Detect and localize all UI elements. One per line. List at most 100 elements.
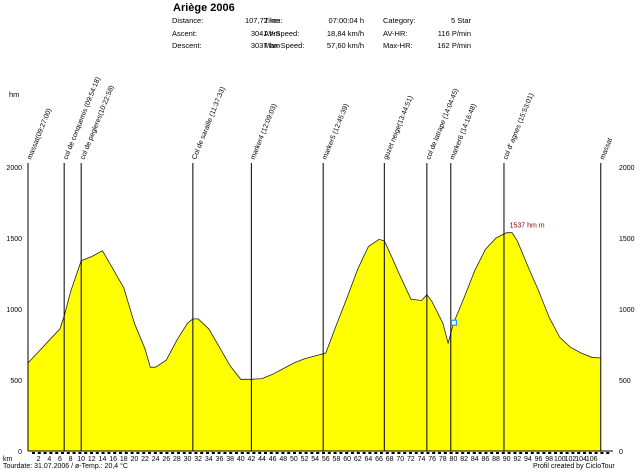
- axis-tick-mark: [327, 452, 331, 454]
- x-tick-label: 52: [301, 456, 309, 463]
- axis-tick-mark: [95, 452, 99, 454]
- x-tick-label: 30: [184, 456, 192, 463]
- axis-tick-mark: [194, 452, 198, 454]
- axis-tick-mark: [391, 452, 395, 454]
- axis-tick-mark: [345, 452, 349, 454]
- y-axis-label: hm: [9, 90, 19, 99]
- x-tick-label: 96: [535, 456, 543, 463]
- axis-tick-mark: [565, 452, 569, 454]
- x-tick-label: 74: [418, 456, 426, 463]
- x-tick-label: 22: [141, 456, 149, 463]
- axis-tick-mark: [177, 452, 180, 454]
- stat-label: AV-HR:: [383, 28, 408, 38]
- x-tick-label: 78: [439, 456, 447, 463]
- axis-tick-mark: [287, 452, 291, 454]
- axis-tick-mark: [72, 452, 76, 454]
- x-tick-label: 8: [69, 456, 73, 463]
- x-tick-label: 64: [364, 456, 372, 463]
- x-tick-label: 56: [322, 456, 330, 463]
- x-tick-label: 46: [269, 456, 277, 463]
- waypoint-label: guzet neige(13:44:51): [383, 95, 415, 161]
- stat-value: 07:00:04 h: [328, 16, 364, 25]
- axis-tick-mark: [107, 452, 111, 454]
- x-tick-label: 90: [503, 456, 511, 463]
- x-tick-label: 62: [354, 456, 362, 463]
- axis-tick-mark: [432, 452, 436, 454]
- x-tick-label: 80: [450, 456, 458, 463]
- stat-label: Time:: [264, 16, 283, 25]
- axis-tick-mark: [130, 452, 134, 454]
- x-tick-label: 32: [194, 456, 202, 463]
- stat-value: 116 P/min: [437, 28, 471, 38]
- stats-column-1: Distance: 107,72 km Ascent: 3041 hm Descen…: [172, 15, 280, 53]
- stat-label: Descent:: [172, 41, 202, 50]
- waypoint-label: marker4 (12:09:03): [250, 103, 279, 161]
- x-tick-label: 28: [173, 456, 181, 463]
- x-tick-label: 66: [375, 456, 383, 463]
- x-axis-unit: km: [3, 456, 13, 463]
- axis-tick-mark: [426, 452, 430, 454]
- axis-tick-mark: [443, 452, 447, 454]
- axis-tick-mark: [49, 452, 53, 454]
- x-tick-label: 14: [99, 456, 107, 463]
- axis-tick-mark: [438, 452, 441, 454]
- x-tick-label: 76: [428, 456, 436, 463]
- x-tick-label: 94: [524, 456, 532, 463]
- axis-tick-mark: [240, 452, 244, 454]
- axis-tick-mark: [397, 452, 401, 454]
- axis-tick-mark: [600, 452, 604, 454]
- axis-tick-mark: [356, 452, 360, 454]
- x-tick-label: 50: [290, 456, 298, 463]
- stat-value: 18,84 km/h: [326, 28, 364, 38]
- axis-tick-mark: [275, 452, 279, 454]
- axis-tick-mark: [264, 452, 267, 454]
- axis-tick-mark: [258, 452, 262, 454]
- axis-tick-mark: [513, 452, 517, 454]
- x-tick-label: 42: [247, 456, 255, 463]
- axis-tick-mark: [90, 452, 93, 454]
- axis-tick-mark: [142, 452, 146, 454]
- x-tick-label: 44: [258, 456, 266, 463]
- footer-tourdate: Tourdate: 31.07.2006 / ø-Temp.: 20,4 °C: [3, 463, 128, 470]
- stat-value: 57,60 km/h: [326, 41, 364, 50]
- axis-tick-mark: [153, 452, 157, 454]
- axis-tick-mark: [171, 452, 175, 454]
- x-tick-label: 40: [237, 456, 245, 463]
- y-tick-label: 0: [18, 449, 22, 456]
- axis-tick-mark: [61, 452, 64, 454]
- waypoint-label: massat(09:27:00): [26, 108, 53, 161]
- x-tick-label: 68: [386, 456, 394, 463]
- waypoint-label: col de pegleres(10:22:58): [80, 85, 116, 161]
- axis-tick-mark: [206, 452, 209, 454]
- axis-tick-mark: [368, 452, 372, 454]
- y-tick-label: 1500: [6, 236, 22, 243]
- x-tick-label: 104: [575, 456, 587, 463]
- axis-tick-mark: [200, 452, 204, 454]
- axis-tick-mark: [519, 452, 523, 454]
- x-tick-label: 54: [311, 456, 319, 463]
- x-tick-label: 38: [226, 456, 234, 463]
- axis-tick-mark: [525, 452, 528, 454]
- x-tick-label: 86: [481, 456, 489, 463]
- axis-tick-mark: [542, 452, 546, 454]
- stat-label: AV-Speed:: [264, 28, 300, 38]
- axis-tick-mark: [43, 452, 47, 454]
- axis-tick-mark: [217, 452, 221, 454]
- waypoint-label: col d' agnes (15:53:01): [502, 92, 535, 160]
- axis-tick-mark: [507, 452, 511, 454]
- axis-tick-mark: [322, 452, 325, 454]
- peak-annotation: 1537 hm m: [510, 223, 545, 230]
- axis-tick-mark: [159, 452, 163, 454]
- axis-tick-mark: [55, 452, 59, 454]
- axis-tick-mark: [548, 452, 552, 454]
- axis-tick-mark: [559, 452, 563, 454]
- x-tick-label: 2: [37, 456, 41, 463]
- axis-tick-mark: [455, 452, 459, 454]
- x-tick-label: 70: [396, 456, 404, 463]
- axis-tick-mark: [484, 452, 488, 454]
- position-marker: [450, 319, 458, 326]
- x-tick-label: 10: [77, 456, 85, 463]
- axis-tick-mark: [594, 452, 598, 454]
- waypoint-label: massat: [599, 137, 614, 161]
- x-tick-label: 26: [162, 456, 170, 463]
